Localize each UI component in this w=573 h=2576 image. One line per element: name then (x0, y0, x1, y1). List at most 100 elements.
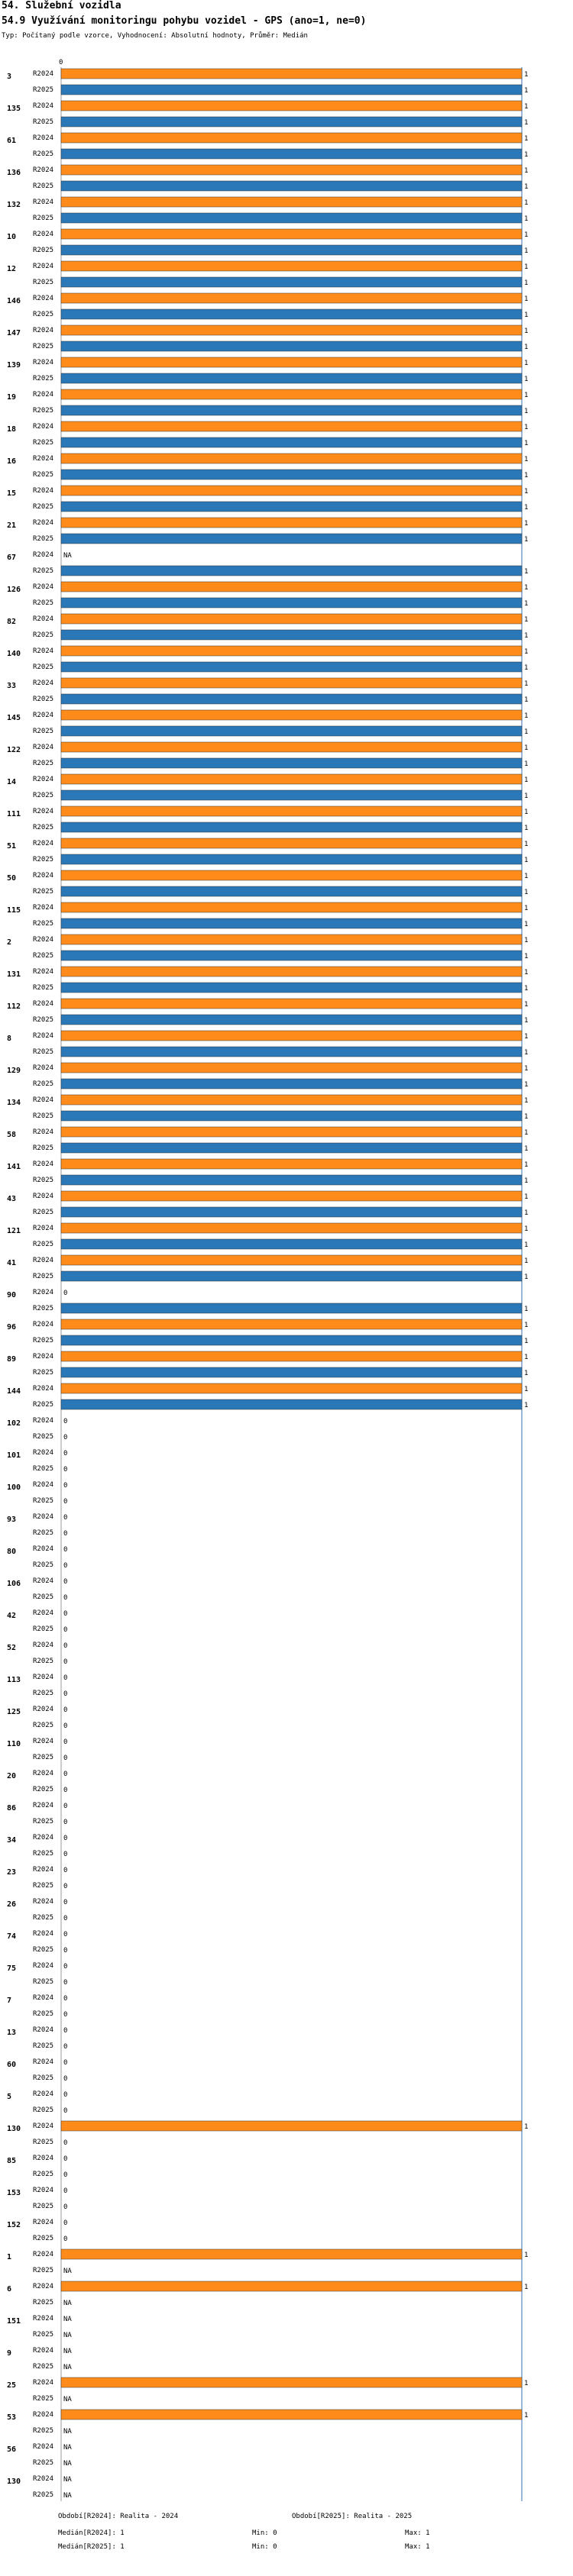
series-label: R2024 (33, 1962, 53, 1970)
series-label: R2024 (33, 295, 53, 302)
data-label: 1 (524, 376, 528, 383)
data-label: 0 (63, 1578, 67, 1586)
vehicle-label: 20 (7, 1772, 16, 1780)
bar (60, 1190, 523, 1202)
data-label: 1 (524, 792, 528, 800)
series-label: R2025 (33, 1144, 53, 1152)
bar (60, 405, 523, 416)
data-label: 0 (63, 1867, 67, 1874)
bar (60, 773, 523, 785)
series-label: R2024 (33, 1577, 53, 1585)
data-label: 0 (63, 1979, 67, 1987)
data-label: 1 (524, 408, 528, 415)
bar (60, 68, 523, 79)
bar (60, 212, 523, 224)
bar (60, 2377, 523, 2388)
bar (60, 870, 523, 881)
series-label: R2025 (33, 86, 53, 94)
data-label: 1 (524, 2380, 528, 2387)
series-label: R2024 (33, 680, 53, 687)
data-label: 1 (524, 312, 528, 319)
data-label: 1 (524, 1033, 528, 1041)
vehicle-label: 42 (7, 1612, 16, 1620)
vehicle-label: 129 (7, 1067, 21, 1075)
data-label: NA (63, 2492, 72, 2500)
data-label: 1 (524, 1001, 528, 1009)
series-label: R2024 (33, 1834, 53, 1842)
data-label: 1 (524, 536, 528, 544)
vehicle-label: 145 (7, 714, 21, 722)
bar (60, 854, 523, 865)
bar (60, 918, 523, 929)
series-label: R2024 (33, 1160, 53, 1168)
data-label: 1 (524, 360, 528, 367)
vehicle-label: 130 (7, 2125, 21, 2133)
bar (60, 1222, 523, 1234)
data-label: 1 (524, 905, 528, 912)
series-label: R2025 (33, 567, 53, 575)
data-label: 1 (524, 889, 528, 896)
data-label: 0 (63, 1418, 67, 1425)
series-label: R2025 (33, 856, 53, 864)
bar (60, 324, 523, 336)
data-label: 0 (63, 1498, 67, 1506)
series-label: R2025 (33, 2106, 53, 2114)
vehicle-label: 10 (7, 233, 16, 241)
series-label: R2024 (33, 2058, 53, 2066)
vehicle-label: 101 (7, 1451, 21, 1460)
data-label: 0 (63, 1819, 67, 1826)
data-label: 0 (63, 1290, 67, 1297)
series-label: R2024 (33, 2283, 53, 2290)
series-label: R2024 (33, 1289, 53, 1296)
bar (60, 677, 523, 689)
bar (60, 1238, 523, 1250)
series-label: R2024 (33, 1674, 53, 1681)
bar (60, 613, 523, 625)
vehicle-label: 96 (7, 1323, 16, 1332)
bar (60, 1270, 523, 1282)
series-label: R2024 (33, 1257, 53, 1264)
series-label: R2025 (33, 920, 53, 928)
series-label: R2025 (33, 1625, 53, 1633)
data-label: 1 (524, 616, 528, 624)
series-label: R2024 (33, 2026, 53, 2034)
bar (60, 709, 523, 721)
series-label: R2024 (33, 487, 53, 495)
series-label: R2024 (33, 808, 53, 815)
data-label: 1 (524, 1113, 528, 1121)
series-label: R2025 (33, 1433, 53, 1441)
series-label: R2024 (33, 1930, 53, 1938)
min-r2024: Min: 0 (252, 2529, 277, 2537)
data-label: 0 (63, 1450, 67, 1457)
series-label: R2025 (33, 1658, 53, 1665)
data-label: 0 (63, 1466, 67, 1474)
series-label: R2025 (33, 407, 53, 415)
data-label: 0 (63, 1690, 67, 1698)
data-label: 0 (63, 1931, 67, 1938)
bar (60, 1367, 523, 1378)
series-label: R2024 (33, 1706, 53, 1713)
series-label: R2024 (33, 455, 53, 463)
question-title: 54.9 Využívání monitoringu pohybu vozide… (2, 15, 367, 27)
data-label: 1 (524, 648, 528, 656)
vehicle-label: 26 (7, 1900, 16, 1909)
series-label: R2024 (33, 2315, 53, 2323)
data-label: 0 (63, 1835, 67, 1842)
series-label: R2025 (33, 1946, 53, 1954)
bar (60, 292, 523, 304)
bar (60, 725, 523, 737)
bar (60, 100, 523, 111)
vehicle-label: 112 (7, 1002, 21, 1011)
vehicle-label: 131 (7, 970, 21, 979)
data-label: 1 (524, 279, 528, 287)
bar (60, 421, 523, 432)
data-label: 0 (63, 1947, 67, 1955)
bar (60, 741, 523, 753)
vehicle-label: 153 (7, 2189, 21, 2197)
data-label: 1 (524, 472, 528, 479)
series-label: R2025 (33, 760, 53, 767)
vehicle-label: 89 (7, 1355, 16, 1364)
series-label: R2025 (33, 1337, 53, 1344)
bar (60, 1078, 523, 1089)
data-label: 1 (524, 696, 528, 704)
